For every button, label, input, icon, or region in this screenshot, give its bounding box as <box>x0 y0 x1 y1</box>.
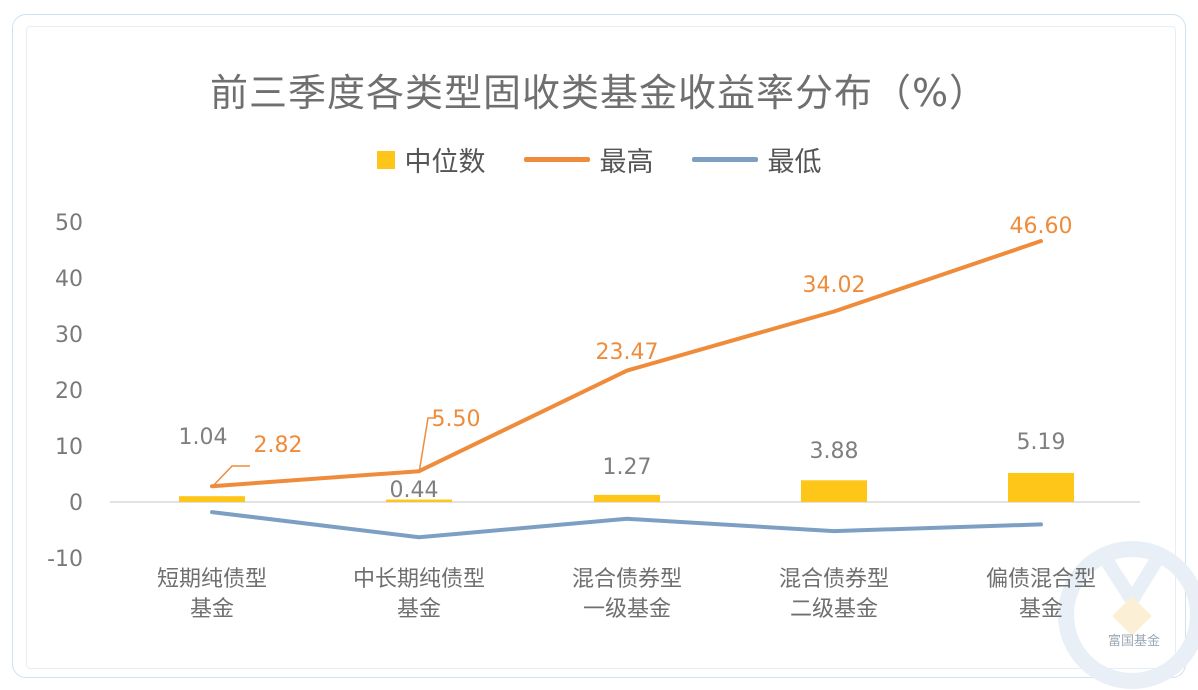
leader-line-max <box>211 465 250 488</box>
y-tick-label: 20 <box>55 379 83 404</box>
watermark-logo-diamond <box>1112 596 1152 636</box>
x-tick-label: 一级基金 <box>583 597 671 622</box>
bar-median <box>179 496 245 502</box>
data-label-median: 3.88 <box>810 439 859 464</box>
y-tick-label: -10 <box>47 547 83 572</box>
chart-title: 前三季度各类型固收类基金收益率分布（%） <box>209 71 989 115</box>
y-tick-label: 40 <box>55 267 83 292</box>
x-tick-label: 二级基金 <box>790 597 878 622</box>
legend-label-min: 最低 <box>767 147 822 178</box>
legend-swatch-max <box>523 157 590 162</box>
bar-median <box>594 494 660 502</box>
y-tick-label: 0 <box>69 491 83 516</box>
data-label-median: 1.04 <box>179 425 228 450</box>
data-label-max: 23.47 <box>596 340 659 365</box>
legend: 中位数 最高 最低 <box>0 140 1198 179</box>
x-tick-label: 短期纯债型 <box>157 567 267 592</box>
data-label-median: 0.44 <box>390 478 439 503</box>
watermark-logo-mark <box>1099 554 1164 614</box>
x-tick-label: 基金 <box>397 597 441 622</box>
data-label-median: 1.27 <box>603 455 652 480</box>
chart-panel <box>26 26 1176 669</box>
legend-item-min: 最低 <box>691 140 822 179</box>
watermark-logo-ring <box>1058 541 1198 689</box>
bar-median <box>1008 472 1074 502</box>
data-label-max: 34.02 <box>803 273 866 298</box>
data-label-max: 2.82 <box>254 433 303 458</box>
legend-item-max: 最高 <box>523 140 654 179</box>
data-label-max: 5.50 <box>432 407 481 432</box>
series-line-max <box>210 239 1043 489</box>
y-tick-label: 30 <box>55 323 83 348</box>
outer-frame <box>12 14 1186 678</box>
leader-line-max <box>418 417 436 474</box>
x-tick-label: 偏债混合型 <box>986 567 1096 592</box>
legend-swatch-median <box>376 150 395 169</box>
series-line-min <box>210 510 1043 540</box>
watermark-label: 富国基金 <box>1108 634 1161 649</box>
y-tick-label: 50 <box>55 211 83 236</box>
x-tick-label: 混合债券型 <box>572 567 682 592</box>
data-label-median: 5.19 <box>1017 430 1066 455</box>
data-label-max: 46.60 <box>1010 214 1073 239</box>
legend-swatch-min <box>691 157 758 162</box>
bar-median <box>801 480 867 502</box>
x-tick-label: 基金 <box>1019 597 1063 622</box>
legend-label-median: 中位数 <box>404 147 486 178</box>
legend-label-max: 最高 <box>599 147 654 178</box>
legend-item-median: 中位数 <box>376 140 486 179</box>
x-tick-label: 中长期纯债型 <box>353 567 485 592</box>
x-tick-label: 基金 <box>190 597 234 622</box>
x-tick-label: 混合债券型 <box>779 567 889 592</box>
bar-median <box>386 499 452 502</box>
y-tick-label: 10 <box>55 435 83 460</box>
